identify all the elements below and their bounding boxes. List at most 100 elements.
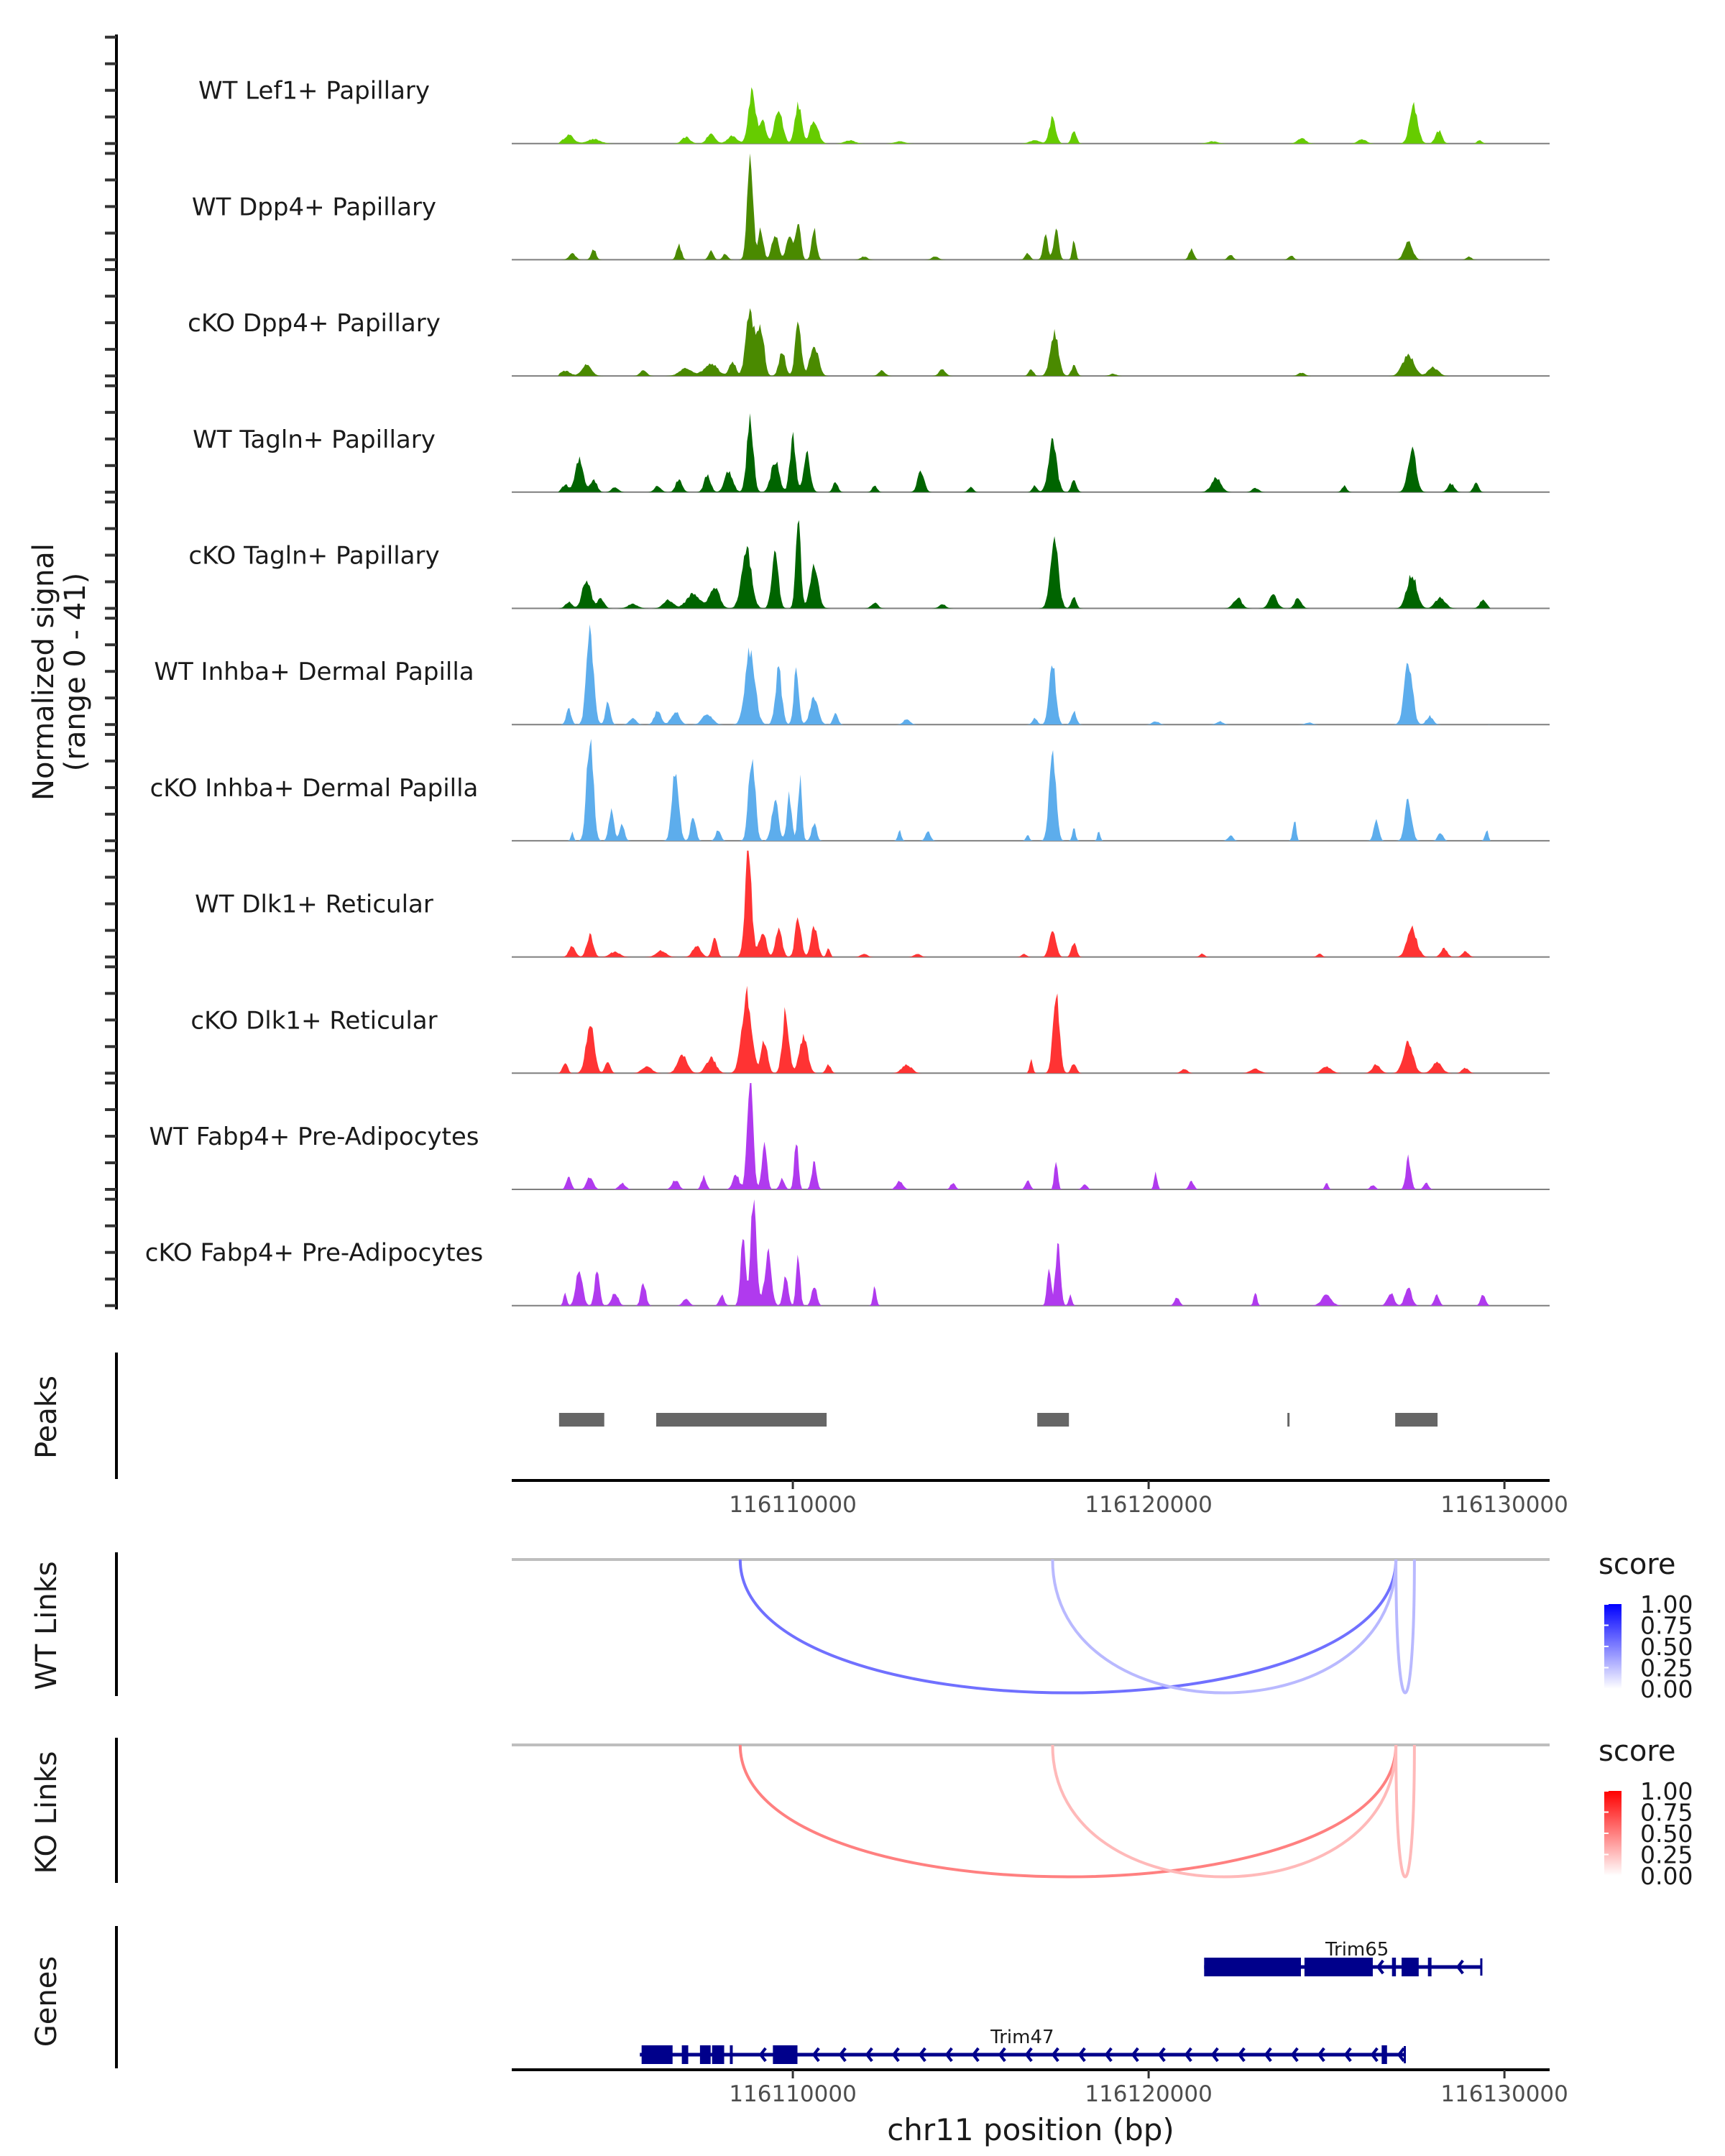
strand-arrow-icon <box>944 2047 953 2063</box>
strand-arrow-icon <box>1317 2047 1325 2063</box>
x-tick-label: 116130000 <box>1440 2081 1568 2107</box>
coverage-area <box>512 308 1550 377</box>
legend-tick-label: 0.50 <box>1640 1633 1693 1661</box>
legend-tick-label: 0.75 <box>1640 1799 1693 1827</box>
peak-region <box>656 1413 827 1427</box>
legend-tick-label: 1.00 <box>1640 1777 1693 1805</box>
link-arc <box>1394 1744 1416 1879</box>
link-track-label: KO Links <box>30 1751 63 1874</box>
x-tick-label: 116120000 <box>1085 2081 1213 2107</box>
gene-exon <box>730 2045 733 2064</box>
gene-exon <box>641 2045 673 2064</box>
link-arc <box>738 1744 1398 1879</box>
link-legend: score 1.000.750.500.250.00 <box>1598 1548 1693 1703</box>
track-label: WT Lef1+ Papillary <box>198 77 430 106</box>
y-axis-title: Normalized signal (range 0 - 41) <box>27 543 92 801</box>
gene-name-label: Trim47 <box>990 2027 1054 2048</box>
coverage-track: cKO Fabp4+ Pre-Adipocytes <box>145 1199 1550 1307</box>
coverage-area <box>512 850 1550 957</box>
coverage-area <box>512 520 1550 609</box>
legend-tick-label: 0.25 <box>1640 1654 1693 1682</box>
legend-tick-label: 0.50 <box>1640 1820 1693 1848</box>
y-axis-title-line2: (range 0 - 41) <box>59 573 92 771</box>
link-legend: score 1.000.750.500.250.00 <box>1598 1735 1693 1890</box>
gene-model: Trim47 <box>640 2027 1407 2064</box>
link-arc <box>1394 1559 1416 1695</box>
strand-arrow-icon <box>758 2047 767 2063</box>
peaks-track-label: Peaks <box>30 1376 63 1459</box>
gene-exon <box>1427 1958 1432 1976</box>
strand-arrow-icon <box>1455 1959 1464 1975</box>
x-axis-upper: 116110000 116120000 116130000 <box>512 1479 1568 1518</box>
strand-arrow-icon <box>1264 2047 1272 2063</box>
legend-tick-label: 0.00 <box>1640 1675 1693 1703</box>
peaks-track: Peaks <box>30 1353 1438 1479</box>
coverage-track: WT Inhba+ Dermal Papilla <box>154 624 1550 726</box>
strand-arrow-icon <box>865 2047 873 2063</box>
peak-region <box>558 1413 604 1427</box>
coverage-track: WT Dpp4+ Papillary <box>192 153 1550 261</box>
gene-exon <box>1381 2045 1387 2064</box>
y-axis-title-line1: Normalized signal <box>27 543 60 801</box>
gene-exon <box>1402 1958 1419 1976</box>
coverage-area <box>512 413 1550 492</box>
peak-region <box>1037 1413 1070 1427</box>
link-arc <box>738 1559 1398 1695</box>
gene-exon <box>681 2045 689 2064</box>
strand-arrow-icon <box>1051 2047 1059 2063</box>
coverage-track: cKO Inhba+ Dermal Papilla <box>150 739 1550 842</box>
gene-exon <box>1304 1958 1373 1976</box>
x-tick-label: 116120000 <box>1085 1492 1213 1518</box>
x-axis-title: chr11 position (bp) <box>887 2112 1174 2147</box>
strand-arrow-icon <box>1397 2047 1405 2063</box>
strand-arrow-icon <box>998 2047 1006 2063</box>
genes-track-label: Genes <box>30 1956 63 2047</box>
coverage-area <box>512 1199 1550 1306</box>
link-track: WT Links score 1.000.750.500.250.00 <box>30 1548 1693 1703</box>
x-tick-label: 116110000 <box>729 2081 857 2107</box>
coverage-area <box>512 1083 1550 1189</box>
coverage-track: WT Tagln+ Papillary <box>193 413 1550 493</box>
x-axis-lower: 116110000 116120000 116130000 <box>512 2068 1568 2107</box>
link-track: KO Links score 1.000.750.500.250.00 <box>30 1735 1693 1890</box>
strand-arrow-icon <box>1131 2047 1139 2063</box>
gene-exon <box>1204 1958 1301 1976</box>
coverage-track: WT Fabp4+ Pre-Adipocytes <box>150 1083 1550 1190</box>
link-track-label: WT Links <box>30 1561 63 1690</box>
link-arc <box>1051 1744 1398 1879</box>
legend-title: score <box>1598 1548 1675 1581</box>
gene-exon <box>712 2045 724 2064</box>
strand-arrow-icon <box>1077 2047 1086 2063</box>
track-label: cKO Dpp4+ Papillary <box>188 309 441 338</box>
strand-arrow-icon <box>1237 2047 1246 2063</box>
strand-arrow-icon <box>1184 2047 1192 2063</box>
y-axis-ticks <box>105 35 116 1307</box>
strand-arrow-icon <box>1157 2047 1166 2063</box>
coverage-track: cKO Dlk1+ Reticular <box>190 985 1550 1074</box>
genes-track: Genes Trim65 Trim47 <box>30 1926 1483 2068</box>
coverage-track: cKO Tagln+ Papillary <box>188 520 1550 609</box>
strand-arrow-icon <box>918 2047 926 2063</box>
peak-regions <box>558 1413 1438 1427</box>
coverage-area <box>512 624 1550 725</box>
strand-arrow-icon <box>1376 1959 1384 1975</box>
strand-arrow-icon <box>838 2047 847 2063</box>
coverage-track: WT Lef1+ Papillary <box>198 77 1550 144</box>
x-tick-label: 116130000 <box>1440 1492 1568 1518</box>
strand-arrow-icon <box>1370 2047 1379 2063</box>
peak-region <box>1287 1413 1290 1427</box>
strand-arrow-icon <box>891 2047 900 2063</box>
track-label: WT Dlk1+ Reticular <box>195 890 433 919</box>
coverage-area <box>512 985 1550 1074</box>
coverage-track: WT Dlk1+ Reticular <box>195 850 1550 958</box>
coverage-area <box>512 87 1550 144</box>
x-tick-label: 116110000 <box>729 1492 857 1518</box>
strand-arrow-icon <box>811 2047 820 2063</box>
strand-arrow-icon <box>1024 2047 1033 2063</box>
link-arc <box>1051 1559 1398 1695</box>
track-label: cKO Dlk1+ Reticular <box>190 1006 437 1035</box>
track-label: cKO Inhba+ Dermal Papilla <box>150 774 479 803</box>
legend-tick-label: 0.00 <box>1640 1862 1693 1890</box>
track-label: WT Dpp4+ Papillary <box>192 193 436 221</box>
coverage-area <box>512 739 1550 841</box>
